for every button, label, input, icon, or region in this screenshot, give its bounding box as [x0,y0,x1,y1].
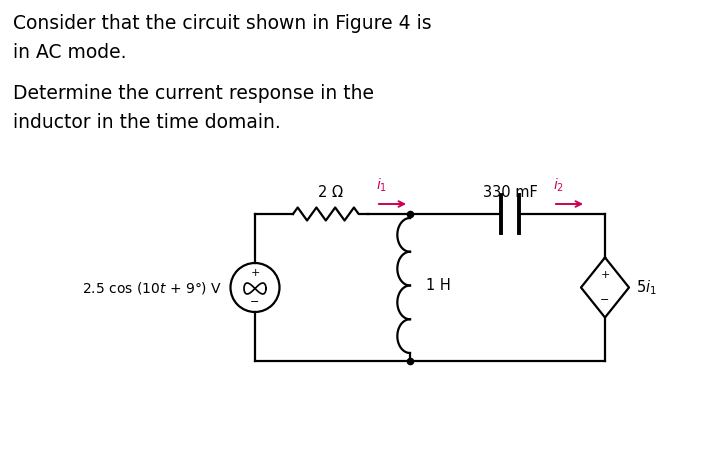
Text: $i_2$: $i_2$ [553,176,564,194]
Text: 2 Ω: 2 Ω [318,185,343,200]
Text: $5i_1$: $5i_1$ [636,278,657,297]
Text: 1 H: 1 H [426,278,451,293]
Text: Consider that the circuit shown in Figure 4 is: Consider that the circuit shown in Figur… [13,14,431,33]
Text: +: + [600,270,610,281]
Text: 330 mF: 330 mF [482,185,537,200]
Text: $i_1$: $i_1$ [376,176,387,194]
Text: +: + [251,269,260,278]
Text: Determine the current response in the: Determine the current response in the [13,84,374,103]
Text: −: − [251,298,260,308]
Text: inductor in the time domain.: inductor in the time domain. [13,113,281,132]
Text: in AC mode.: in AC mode. [13,43,127,62]
Text: −: − [600,295,610,305]
Text: 2.5 cos (10$t$ + 9°) V: 2.5 cos (10$t$ + 9°) V [82,279,222,295]
